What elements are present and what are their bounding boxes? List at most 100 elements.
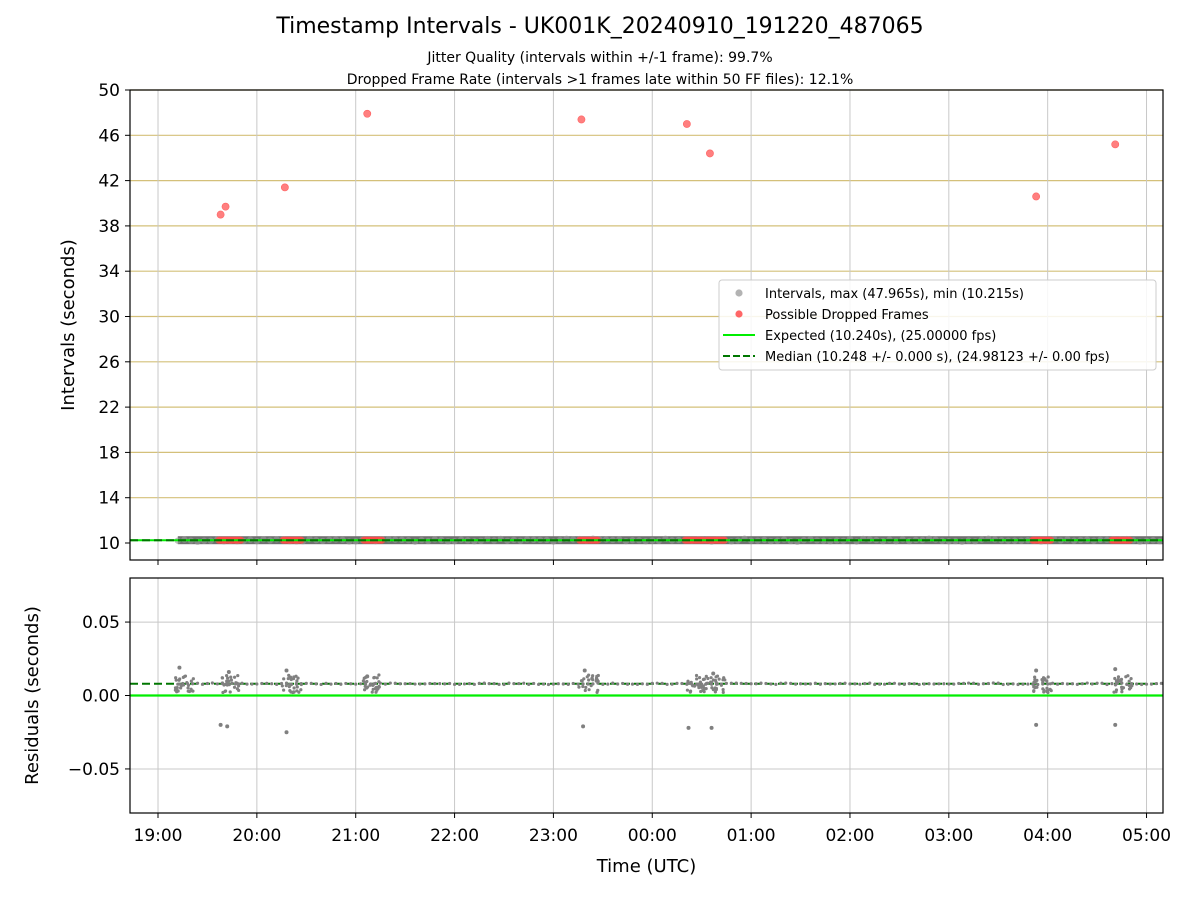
top-plot-frame bbox=[129, 89, 1164, 561]
bottom-xtick-label: 05:00 bbox=[1122, 826, 1171, 846]
residual-cluster-point bbox=[189, 687, 193, 691]
dropped-frame-point bbox=[682, 120, 691, 128]
residual-point bbox=[428, 681, 432, 686]
residual-outlier-point bbox=[226, 670, 231, 674]
residual-cluster-point bbox=[596, 688, 600, 692]
residual-point bbox=[1036, 682, 1040, 687]
bottom-xtick-label: 21:00 bbox=[331, 826, 380, 846]
residual-point bbox=[616, 682, 620, 686]
residual-point bbox=[873, 682, 877, 687]
residual-cluster-point bbox=[1126, 674, 1130, 678]
residual-point bbox=[937, 682, 941, 686]
residual-cluster-point bbox=[175, 690, 179, 694]
residual-point bbox=[284, 681, 289, 685]
top-ytick-label: 26 bbox=[98, 353, 120, 373]
residual-point bbox=[497, 682, 501, 687]
residual-point bbox=[794, 682, 798, 686]
residual-point bbox=[1105, 682, 1109, 687]
residual-cluster-point bbox=[299, 688, 303, 692]
residual-outlier-point bbox=[1113, 722, 1118, 727]
dropped-frame-point bbox=[1032, 192, 1041, 201]
residual-outlier-point bbox=[1113, 667, 1118, 672]
residual-cluster-point bbox=[1120, 685, 1124, 689]
residual-point bbox=[329, 682, 333, 686]
residual-cluster-point bbox=[235, 687, 239, 691]
legend-marker-dot bbox=[735, 310, 743, 318]
residual-point bbox=[349, 682, 353, 686]
residual-point bbox=[359, 682, 363, 686]
residual-point bbox=[749, 682, 753, 686]
legend-entry-label: Median (10.248 +/- 0.000 s), (24.98123 +… bbox=[765, 350, 1110, 365]
residual-cluster-point bbox=[714, 687, 719, 692]
residual-cluster-point bbox=[583, 688, 587, 693]
residual-cluster-point bbox=[1113, 683, 1118, 687]
residual-point bbox=[423, 682, 427, 686]
residual-cluster-point bbox=[1035, 685, 1039, 689]
residual-point bbox=[334, 681, 338, 686]
residual-cluster-point bbox=[688, 681, 692, 685]
residual-point bbox=[601, 682, 605, 686]
residual-point bbox=[922, 682, 926, 686]
residual-point bbox=[1139, 682, 1144, 687]
residual-point bbox=[551, 682, 556, 686]
residual-point bbox=[398, 682, 402, 686]
residual-point bbox=[260, 681, 264, 686]
residual-point bbox=[517, 681, 521, 686]
residual-point bbox=[1011, 682, 1015, 686]
residual-cluster-point bbox=[685, 688, 690, 692]
residual-cluster-point bbox=[377, 673, 381, 677]
residual-cluster-point bbox=[228, 690, 232, 694]
residual-point bbox=[502, 682, 506, 687]
residual-cluster-point bbox=[1033, 677, 1037, 682]
residual-cluster-point bbox=[296, 676, 300, 680]
residual-point bbox=[823, 682, 827, 686]
residual-cluster-point bbox=[584, 685, 588, 690]
residual-cluster-point bbox=[694, 673, 699, 678]
residual-point bbox=[630, 682, 635, 686]
residual-cluster-point bbox=[589, 684, 593, 688]
residual-point bbox=[882, 682, 887, 686]
bottom-xtick-label: 22:00 bbox=[430, 826, 479, 846]
residual-outlier-point bbox=[365, 674, 370, 679]
interval-point bbox=[728, 538, 735, 545]
dropped-frame-point bbox=[221, 202, 230, 211]
residual-point bbox=[897, 682, 901, 686]
residual-outlier-point bbox=[225, 724, 230, 729]
residual-point bbox=[1016, 682, 1020, 687]
residual-cluster-point bbox=[585, 675, 589, 679]
residual-point bbox=[942, 682, 946, 686]
residual-point bbox=[947, 682, 951, 686]
residual-cluster-point bbox=[370, 690, 374, 694]
residual-cluster-point bbox=[721, 678, 725, 682]
residual-point bbox=[418, 682, 422, 686]
residual-point bbox=[546, 682, 551, 687]
residual-cluster-point bbox=[721, 690, 725, 694]
residual-cluster-point bbox=[361, 679, 365, 683]
residual-point bbox=[863, 682, 867, 686]
residual-point bbox=[976, 682, 981, 686]
residual-point bbox=[1095, 681, 1099, 685]
residual-cluster-point bbox=[1127, 679, 1131, 683]
residual-point bbox=[581, 682, 585, 686]
residual-point bbox=[907, 682, 911, 686]
residual-point bbox=[858, 682, 862, 686]
top-ytick-label: 34 bbox=[98, 262, 120, 282]
residual-cluster-point bbox=[709, 680, 714, 684]
residual-point bbox=[789, 681, 793, 685]
residual-point bbox=[215, 682, 219, 686]
interval-point bbox=[352, 538, 359, 545]
residual-point bbox=[798, 682, 803, 686]
residual-point bbox=[1060, 681, 1065, 686]
residual-point bbox=[892, 681, 897, 685]
residual-point bbox=[932, 682, 936, 686]
residual-outlier-point bbox=[1034, 668, 1039, 673]
residual-point bbox=[818, 682, 822, 686]
residual-cluster-point bbox=[701, 677, 706, 682]
residual-point bbox=[813, 681, 817, 685]
residual-point bbox=[482, 681, 486, 685]
residual-outlier-point bbox=[581, 724, 586, 729]
residual-point bbox=[324, 681, 328, 685]
residual-point bbox=[304, 681, 308, 685]
residual-cluster-point bbox=[1032, 689, 1036, 694]
residual-point bbox=[986, 681, 990, 686]
